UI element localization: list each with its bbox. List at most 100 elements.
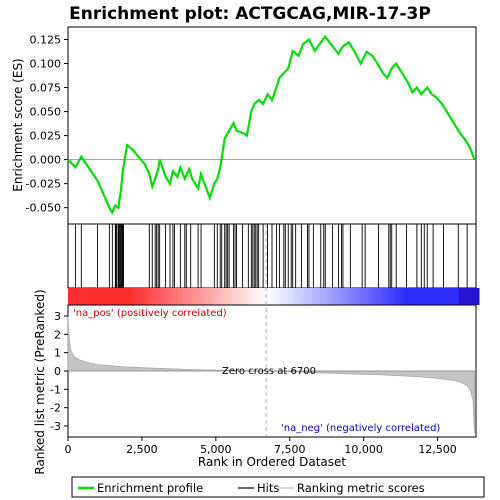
color-bar-segment <box>120 288 125 305</box>
color-bar-segment <box>440 288 445 305</box>
color-bar-segment <box>449 288 454 305</box>
color-bar-segment <box>252 288 257 305</box>
color-bar-segment <box>132 288 137 305</box>
metric-y-tick-label: -2 <box>50 402 61 415</box>
es-y-tick-label: 0.050 <box>30 106 62 119</box>
color-bar-segment <box>423 288 427 305</box>
es-y-tick-label: 0.000 <box>30 154 62 167</box>
color-bar-segment <box>434 288 439 305</box>
color-bar-segment <box>73 288 78 305</box>
color-bar-segment <box>317 288 322 305</box>
color-bar-segment <box>458 288 462 305</box>
color-bar-segment <box>138 288 142 305</box>
ranking-metric-panel <box>67 315 476 434</box>
color-bar-segment <box>443 288 448 305</box>
color-bar-segment <box>100 288 104 305</box>
color-bar-segment <box>273 288 277 305</box>
color-bar-segment <box>223 288 228 305</box>
color-bar-segment <box>211 288 216 305</box>
color-bar-segment <box>408 288 413 305</box>
color-bar-segment <box>200 288 204 305</box>
color-bar-segment <box>258 288 263 305</box>
color-bar-segment <box>420 288 424 305</box>
color-bar-segment <box>426 288 430 305</box>
color-bar-segment <box>197 288 201 305</box>
color-bar-segment <box>203 288 207 305</box>
color-bar-segment <box>285 288 289 305</box>
pos-correlated-label: 'na_pos' (positively correlated) <box>73 308 227 319</box>
chart-title: Enrichment plot: ACTGCAG,MIR-17-3P <box>69 4 431 24</box>
color-bar-segment <box>244 288 248 305</box>
color-bar-segment <box>358 288 363 305</box>
color-bar-segment <box>402 288 407 305</box>
color-bar-segment <box>229 288 233 305</box>
color-bar-segment <box>414 288 418 305</box>
color-bar-segment <box>76 288 81 305</box>
color-bar-segment <box>349 288 354 305</box>
color-bar-segment <box>361 288 366 305</box>
hits-panel <box>74 224 468 288</box>
metric-y-tick-label: 2 <box>54 328 61 341</box>
color-bar-segment <box>346 288 351 305</box>
color-bar-segment <box>103 288 107 305</box>
color-bar-segment <box>153 288 157 305</box>
zero-cross-label: Zero cross at 6700 <box>222 366 316 377</box>
metric-x-axis: 0 2,500 5,000 7,500 10,000 12,500 <box>65 437 457 456</box>
metric-y-tick-label: 0 <box>54 365 61 378</box>
color-bar-segment <box>399 288 404 305</box>
color-bar-segment <box>396 288 401 305</box>
color-bar-segment <box>352 288 357 305</box>
color-bar-segment <box>411 288 415 305</box>
color-bar-segment <box>182 288 186 305</box>
color-bar-segment <box>314 288 319 305</box>
color-bar-segment <box>185 288 189 305</box>
color-bar-segment <box>338 288 342 305</box>
color-bar-segment <box>188 288 192 305</box>
color-bar-segment <box>91 288 95 305</box>
color-bar-segment <box>173 288 178 305</box>
legend-metric-label: Ranking metric scores <box>297 481 425 495</box>
es-y-axis-label: Enrichment score (ES) <box>11 58 25 191</box>
color-bar-segment <box>214 288 219 305</box>
color-bar-segment <box>355 288 360 305</box>
color-bar-segment <box>390 288 395 305</box>
color-bar-segment <box>241 288 245 305</box>
color-bar-segment <box>170 288 175 305</box>
es-y-tick-label: 0.025 <box>30 130 62 143</box>
color-bar-segment <box>114 288 119 305</box>
color-bar-segment <box>326 288 330 305</box>
color-bar-segment <box>235 288 239 305</box>
color-bar-segment <box>85 288 90 305</box>
color-bar-segment <box>112 288 116 305</box>
color-bar-segment <box>340 288 345 305</box>
metric-x-tick-label: 12,500 <box>418 443 457 456</box>
color-bar-segment <box>296 288 301 305</box>
color-bar-segment <box>476 288 480 305</box>
color-bar-segment <box>376 288 380 305</box>
color-bar-segment <box>167 288 172 305</box>
metric-y-axis: -3 -2 -1 0 1 2 3 <box>50 310 68 433</box>
color-bar-segment <box>123 288 128 305</box>
metric-x-axis-label: Rank in Ordered Dataset <box>198 455 346 469</box>
enrichment-profile-line <box>67 34 476 215</box>
color-bar-segment <box>247 288 251 305</box>
color-bar-segment <box>135 288 140 305</box>
color-bar-segment <box>288 288 292 305</box>
color-bar-segment <box>68 288 72 305</box>
color-bar-segment <box>117 288 122 305</box>
ranking-metric-area <box>67 315 475 434</box>
es-y-tick-label: 0.075 <box>30 82 62 95</box>
color-bar-segment <box>311 288 316 305</box>
color-bar-segment <box>382 288 386 305</box>
color-bar-segment <box>97 288 101 305</box>
color-bar-segment <box>191 288 195 305</box>
color-bar-segment <box>255 288 260 305</box>
color-bar-segment <box>431 288 436 305</box>
color-bar-segment <box>267 288 272 305</box>
color-bar-segment <box>329 288 333 305</box>
color-bar-segment <box>147 288 151 305</box>
color-bar-segment <box>323 288 327 305</box>
metric-x-tick-label: 10,000 <box>344 443 383 456</box>
legend-enrichment-label: Enrichment profile <box>97 481 203 495</box>
